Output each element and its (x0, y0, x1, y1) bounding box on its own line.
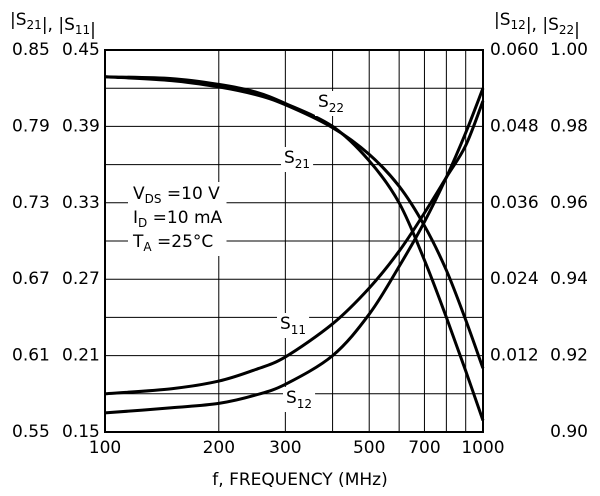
svg-text:S11: S11 (280, 314, 306, 337)
x-tick-label: 100 (89, 438, 121, 458)
x-tick-label: 200 (203, 438, 235, 458)
x-tick-label-backing (267, 438, 304, 458)
left-inner-tick-label: 0.39 (62, 116, 100, 136)
left-inner-tick-label: 0.45 (62, 40, 100, 60)
series-s12-line (104, 87, 485, 415)
label-s12: S12 (283, 387, 316, 412)
x-tick-label-backing (350, 438, 388, 458)
right-axis-title: |S12|, |S22| (494, 10, 580, 40)
tick-labels: 0.55 0.61 0.67 0.73 0.79 0.85 0.15 0.21 0.27 0.33… (10, 10, 588, 490)
series-s21-line (104, 75, 485, 369)
left-inner-tick-label: 0.15 (62, 422, 100, 442)
left-inner-tick-label: 0.21 (62, 346, 100, 366)
right-outer-tick-label: 0.98 (550, 116, 588, 136)
left-outer-tick-label: 0.85 (12, 40, 50, 60)
left-outer-tick-label: 0.73 (12, 193, 50, 213)
right-inner-tick-label: 0.060 (490, 40, 539, 60)
right-inner-tick-label: 0.024 (490, 269, 539, 289)
svg-text:S21: S21 (284, 148, 310, 171)
svg-text:S12: S12 (286, 388, 312, 411)
label-s21: S21 (281, 147, 314, 172)
condition-ta: TA =25°C (132, 232, 213, 254)
label-s22: S22 (315, 91, 348, 116)
x-tick-label: 700 (408, 438, 440, 458)
left-axis-title: |S21|, |S11| (10, 10, 96, 40)
right-inner-tick-label: 0.036 (490, 193, 539, 213)
condition-id: ID =10 mA (133, 208, 223, 230)
left-outer-tick-label: 0.79 (12, 116, 50, 136)
right-outer-tick-label: 0.94 (550, 269, 588, 289)
right-outer-tick-label: 0.90 (550, 422, 588, 442)
left-outer-tick-label: 0.55 (12, 422, 50, 442)
x-tick-label-backing (406, 438, 443, 458)
right-outer-tick-label: 0.92 (550, 346, 588, 366)
right-outer-tick-label: 1.00 (550, 40, 588, 60)
svg-text:S22: S22 (318, 92, 344, 115)
x-tick-label-backing (200, 438, 238, 458)
left-outer-tick-label: 0.67 (12, 269, 50, 289)
right-inner-tick-label: 0.012 (490, 346, 539, 366)
plot-frame (104, 49, 484, 433)
x-axis-label: f, FREQUENCY (MHz) (212, 470, 387, 490)
x-tick-label-backing (459, 438, 507, 458)
left-inner-tick-label: 0.33 (62, 193, 100, 213)
right-outer-tick-label: 0.96 (550, 193, 588, 213)
x-tick-label-backing (86, 438, 124, 458)
condition-vds: VDS =10 V (133, 184, 220, 206)
curves (104, 75, 485, 422)
label-s11: S11 (277, 313, 310, 338)
left-inner-tick-label: 0.27 (62, 269, 100, 289)
x-tick-label: 300 (269, 438, 301, 458)
right-inner-tick-label: 0.048 (490, 116, 539, 136)
x-tick-label: 500 (353, 438, 385, 458)
left-outer-tick-label: 0.61 (12, 346, 50, 366)
x-tick-label: 1000 (461, 438, 504, 458)
